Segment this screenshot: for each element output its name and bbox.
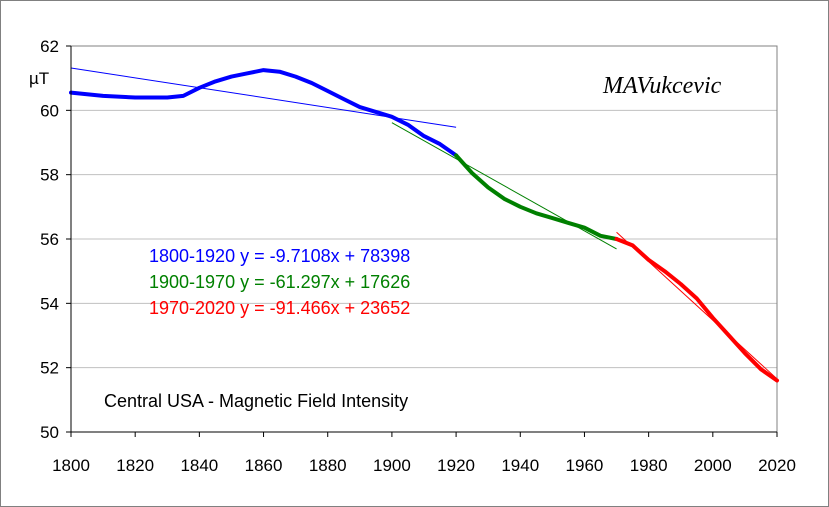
y-tick-label-50: 50 bbox=[40, 423, 59, 442]
trendline-equation-1: 1800-1920 y = -9.7108x + 78398 bbox=[149, 246, 410, 266]
series-line-1 bbox=[69, 68, 459, 158]
series-line-3 bbox=[614, 237, 779, 383]
y-tick-label-58: 58 bbox=[40, 166, 59, 185]
y-tick-label-54: 54 bbox=[40, 294, 59, 313]
x-tick-label-2020: 2020 bbox=[758, 456, 796, 475]
trendline-equation-2: 1900-1970 y = -61.297x + 17626 bbox=[149, 272, 410, 292]
y-tick-label-52: 52 bbox=[40, 359, 59, 378]
series-line-2 bbox=[454, 153, 619, 241]
trendline-1900-1970 bbox=[391, 122, 617, 250]
x-tick-label-1840: 1840 bbox=[180, 456, 218, 475]
trendline-equations: 1800-1920 y = -9.7108x + 78398 1900-1970 … bbox=[149, 246, 410, 318]
x-tick-label-1900: 1900 bbox=[373, 456, 411, 475]
x-tick-label-1940: 1940 bbox=[501, 456, 539, 475]
x-tick-label-1880: 1880 bbox=[309, 456, 347, 475]
x-tick-label-1980: 1980 bbox=[630, 456, 668, 475]
y-tick-labels: 50 52 54 56 58 60 62 bbox=[40, 37, 59, 442]
y-axis-label: µT bbox=[29, 69, 49, 88]
x-tick-label-1820: 1820 bbox=[116, 456, 154, 475]
x-tick-labels: 1800 1820 1840 1860 1880 1900 1920 1940 1960 1980… bbox=[52, 456, 796, 475]
y-tick-label-62: 62 bbox=[40, 37, 59, 56]
x-tick-label-1860: 1860 bbox=[245, 456, 283, 475]
y-tick-label-56: 56 bbox=[40, 230, 59, 249]
y-tick-label-60: 60 bbox=[40, 101, 59, 120]
x-tick-label-1920: 1920 bbox=[437, 456, 475, 475]
trendline-equation-3: 1970-2020 y = -91.466x + 23652 bbox=[149, 298, 410, 318]
watermark-signature: MAVukcevic bbox=[602, 73, 722, 99]
x-tick-label-2000: 2000 bbox=[694, 456, 732, 475]
chart-title: Central USA - Magnetic Field Intensity bbox=[104, 391, 408, 411]
x-tick-label-1960: 1960 bbox=[566, 456, 604, 475]
grid-lines bbox=[71, 109, 777, 369]
data-series bbox=[69, 68, 779, 383]
axes bbox=[66, 45, 778, 437]
x-tick-label-1800: 1800 bbox=[52, 456, 90, 475]
trendlines bbox=[70, 67, 778, 380]
